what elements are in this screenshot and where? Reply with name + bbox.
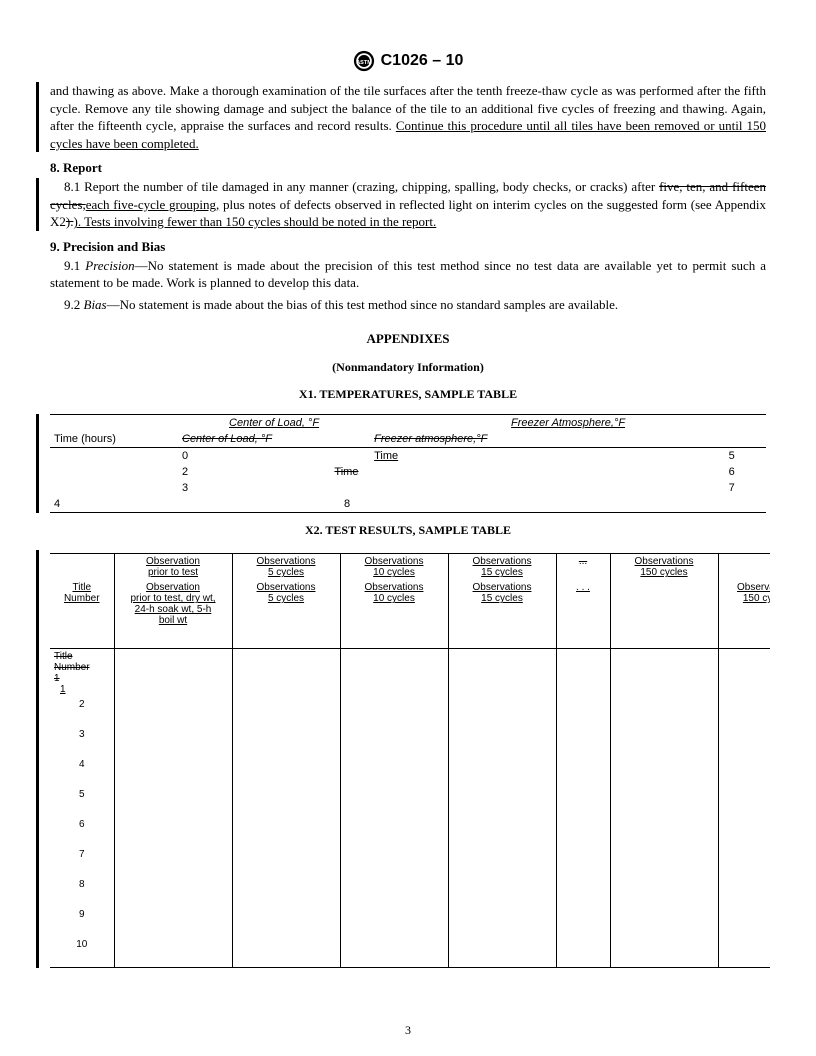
text-underline: ). Tests involving fewer than 150 cycles… xyxy=(73,214,436,229)
svg-text:ASTM: ASTM xyxy=(356,60,372,66)
page-number: 3 xyxy=(0,1023,816,1038)
old-header: Observationprior to test xyxy=(146,556,200,578)
para-8-1: 8.1 Report the number of tile damaged in… xyxy=(50,178,766,231)
old-header: Observations150 cycles xyxy=(635,556,694,578)
old-header: Observations15 cycles xyxy=(473,556,532,578)
text-underline: each five-cycle grouping, xyxy=(86,197,219,212)
new-header: Observationprior to test, dry wt,24-h so… xyxy=(130,582,215,626)
new-header: Observations150 cycles xyxy=(737,582,770,604)
table-cell: 3 xyxy=(178,480,323,496)
table-cell: 6 xyxy=(725,464,766,480)
old-header: Observations5 cycles xyxy=(257,556,316,578)
doc-header: ASTM C1026 – 10 xyxy=(50,50,766,72)
row-number: 10 xyxy=(50,937,114,968)
col-header: Freezer Atmosphere,°F xyxy=(511,417,625,429)
text-frag: —No statement is made about the precisio… xyxy=(50,258,766,291)
row-number: 3 xyxy=(50,727,114,757)
table-x1: Center of Load, °F Freezer Atmosphere,°F… xyxy=(50,414,766,513)
astm-logo-icon: ASTM xyxy=(353,50,375,72)
table-cell: 2 xyxy=(178,464,323,480)
text-italic: Bias xyxy=(84,297,107,312)
new-header: TitleNumber xyxy=(64,582,100,604)
new-header: Observations15 cycles xyxy=(473,582,532,604)
table-cell: 5 xyxy=(725,448,766,465)
row-number: 6 xyxy=(50,817,114,847)
row-number: 5 xyxy=(50,787,114,817)
table-x1-title: X1. TEMPERATURES, SAMPLE TABLE xyxy=(50,387,766,402)
table-x2-title: X2. TEST RESULTS, SAMPLE TABLE xyxy=(50,523,766,538)
table-cell: 4 xyxy=(50,496,178,513)
doc-designation: C1026 – 10 xyxy=(381,52,464,70)
old-header: ... xyxy=(579,556,587,567)
section-9-title: 9. Precision and Bias xyxy=(50,239,766,255)
old-row-label: TitleNumber1 xyxy=(54,651,90,684)
col-header: Center of Load, °F xyxy=(229,417,319,429)
row-number: 1 xyxy=(60,684,66,695)
appendixes-heading: APPENDIXES xyxy=(50,331,766,347)
text-frag: 9.2 xyxy=(64,297,84,312)
old-header: Observations10 cycles xyxy=(365,556,424,578)
old-header: Center of Load, °F xyxy=(182,433,272,445)
old-header: Freezer atmosphere,°F xyxy=(374,433,487,445)
row-number: 7 xyxy=(50,847,114,877)
text-frag: —No statement is made about the bias of … xyxy=(107,297,619,312)
para-9-1: 9.1 Precision—No statement is made about… xyxy=(50,257,766,292)
nonmandatory-subhead: (Nonmandatory Information) xyxy=(50,360,766,375)
text-frag: 9.1 xyxy=(64,258,85,273)
new-header: Observations5 cycles xyxy=(257,582,316,604)
new-header: . . . xyxy=(576,582,590,593)
row-number: 4 xyxy=(50,757,114,787)
new-header: Observations10 cycles xyxy=(365,582,424,604)
row-number: 2 xyxy=(50,697,114,727)
row-number: 9 xyxy=(50,907,114,937)
time-hours-label: Time (hours) xyxy=(50,431,178,448)
table-cell: 7 xyxy=(725,480,766,496)
time-label: Time xyxy=(374,450,398,462)
text-italic: Precision xyxy=(85,258,134,273)
table-cell: 0 xyxy=(178,448,323,465)
para-9-2: 9.2 Bias—No statement is made about the … xyxy=(50,296,766,314)
text-frag: 8.1 Report the number of tile damaged in… xyxy=(64,179,659,194)
section-8-title: 8. Report xyxy=(50,160,766,176)
para-continuation: and thawing as above. Make a thorough ex… xyxy=(50,82,766,152)
table-x2: Observationprior to test Observations5 c… xyxy=(50,553,770,968)
row-number: 8 xyxy=(50,877,114,907)
table-cell: 8 xyxy=(323,496,370,513)
time-strike: Time xyxy=(334,466,358,478)
